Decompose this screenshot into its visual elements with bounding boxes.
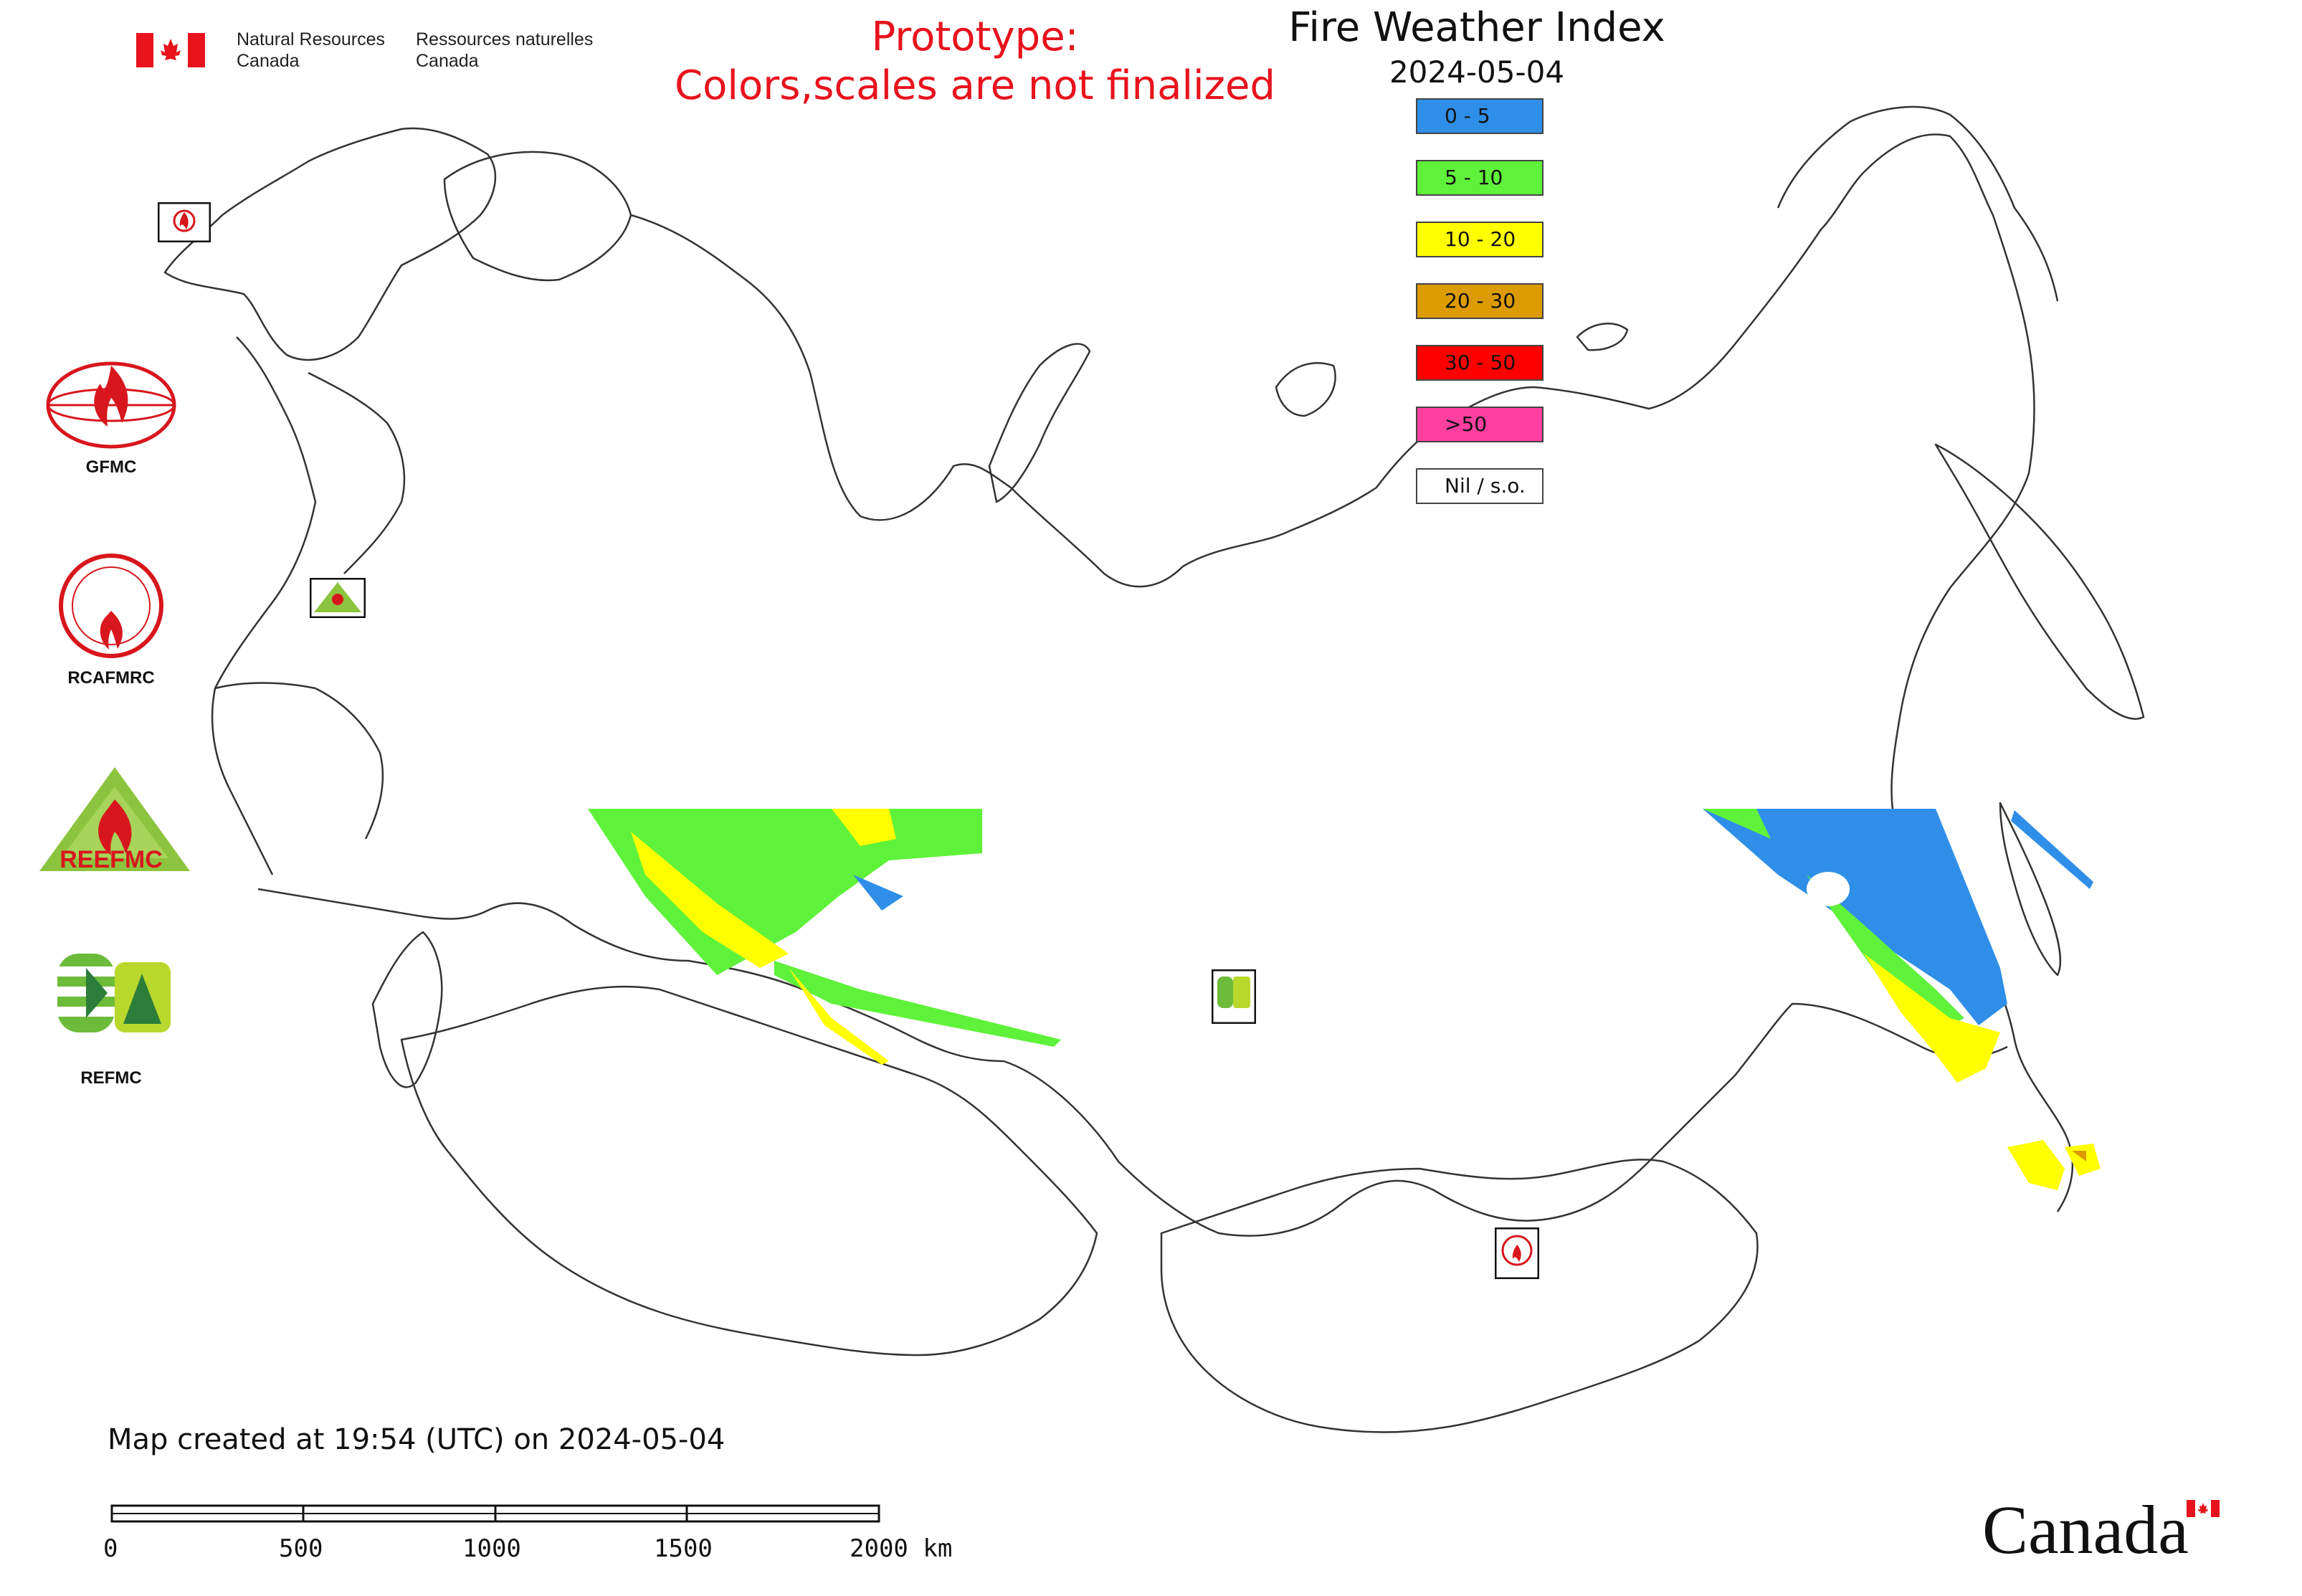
map-date: 2024-05-04 <box>1389 54 1565 90</box>
canada-wordmark-flag-icon <box>2187 1500 2220 1517</box>
legend-item-20-30: 20 - 30 <box>1416 283 1544 319</box>
gfmc-logo-icon <box>46 361 176 449</box>
scandinavia-outline <box>163 127 497 361</box>
legend-item-30-50: 30 - 50 <box>1416 345 1544 381</box>
prototype-line2: Colors,scales are not finalized <box>675 62 1275 109</box>
org-label-rcafmrc: RCAFMRC <box>67 668 155 688</box>
fwi-swath-west <box>588 809 1061 1065</box>
legend-item-5-10: 5 - 10 <box>1416 160 1544 196</box>
map-title: Fire Weather Index <box>1288 4 1665 51</box>
legend-label: 10 - 20 <box>1445 227 1516 251</box>
southern-border <box>257 888 2008 1237</box>
gfmc-map-marker <box>158 202 211 242</box>
org-label-refmc: REFMC <box>80 1068 142 1088</box>
scale-tick-1000: 1000 <box>462 1534 521 1563</box>
mongolia-outline <box>1160 1159 1759 1433</box>
agency-name-en: Natural Resources Canada <box>237 29 385 72</box>
kola-outline <box>443 151 632 282</box>
chukotka-outline <box>1777 105 2059 302</box>
canada-wordmark: Canada <box>1982 1491 2189 1568</box>
legend-item-over-50: >50 <box>1416 407 1544 442</box>
rcafmrc-logo-icon <box>59 554 163 658</box>
sakhalin-outline <box>1999 802 2062 977</box>
org-label-reefmc: REEFMC <box>60 846 163 873</box>
legend-label: 5 - 10 <box>1445 166 1503 189</box>
agency-fr-line1: Ressources naturelles <box>416 29 594 49</box>
prototype-notice: Prototype: Colors,scales are not finaliz… <box>645 13 1305 110</box>
fwi-swath-east <box>1703 809 2101 1190</box>
novaya-zemlya-outline <box>988 343 1091 503</box>
prototype-line1: Prototype: <box>871 14 1079 60</box>
legend-item-10-20: 10 - 20 <box>1416 222 1544 257</box>
government-signature: Natural Resources Canada Ressources natu… <box>136 29 624 76</box>
map-created-note: Map created at 19:54 (UTC) on 2024-05-04 <box>108 1423 726 1456</box>
scale-tick-1500: 1500 <box>654 1534 713 1563</box>
legend-label: 0 - 5 <box>1445 104 1490 128</box>
legend-label: 20 - 30 <box>1445 289 1516 313</box>
legend-item-0-5: 0 - 5 <box>1416 98 1544 134</box>
scale-bar <box>110 1504 880 1523</box>
refmc-map-marker <box>1212 969 1256 1024</box>
agency-name-fr: Ressources naturelles Canada <box>416 29 593 72</box>
ukraine-border <box>214 682 384 840</box>
rcafmrc-map-marker <box>1495 1227 1539 1279</box>
kamchatka-outline <box>1934 443 2145 720</box>
russia-north-coast <box>630 133 2035 718</box>
legend-label: Nil / s.o. <box>1445 474 1526 498</box>
agency-en-line1: Natural Resources <box>237 29 386 49</box>
legend-item-nil: Nil / s.o. <box>1416 468 1544 504</box>
legend-label: >50 <box>1445 412 1488 436</box>
kazakhstan-outline <box>400 985 1098 1357</box>
org-label-gfmc: GFMC <box>85 457 137 477</box>
caspian-outline <box>371 931 443 1088</box>
baltic-borders <box>308 371 406 574</box>
scale-tick-2000: 2000 km <box>850 1534 953 1563</box>
severnaya-zemlya-outline <box>1275 362 1336 417</box>
reefmc-logo-icon <box>39 767 190 871</box>
new-siberian-outline <box>1576 323 1629 351</box>
scale-tick-500: 500 <box>279 1534 323 1563</box>
reefmc-map-marker <box>310 578 366 618</box>
canada-flag-icon <box>136 33 205 67</box>
scale-tick-0: 0 <box>103 1534 118 1563</box>
agency-en-line2: Canada <box>237 51 300 71</box>
refmc-logo-icon <box>57 954 171 1032</box>
east-europe-borders <box>211 336 317 875</box>
agency-fr-line2: Canada <box>416 51 479 71</box>
legend-label: 30 - 50 <box>1445 351 1516 374</box>
